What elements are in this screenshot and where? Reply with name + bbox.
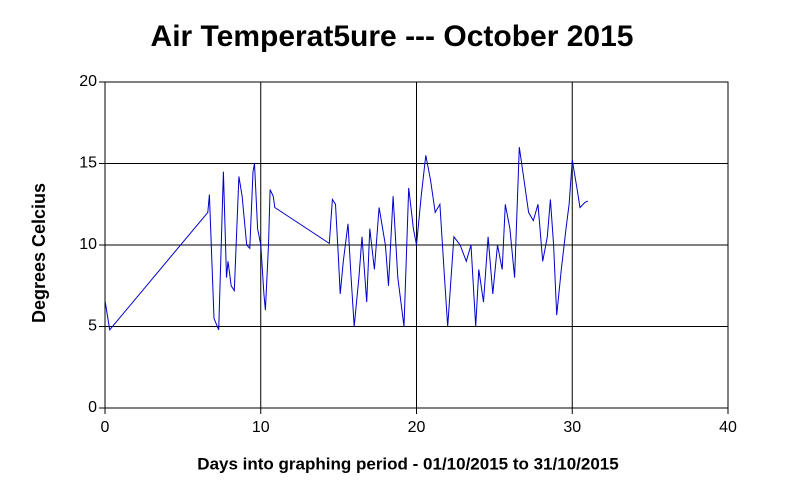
y-tick-label: 5	[88, 318, 97, 335]
chart-title: Air Temperat5ure --- October 2015	[151, 20, 634, 53]
y-tick-label: 0	[88, 399, 97, 416]
x-tick-label: 10	[252, 419, 270, 436]
data-line	[104, 147, 589, 331]
y-tick-label: 20	[79, 73, 97, 90]
y-tick-label: 15	[79, 155, 97, 172]
x-tick-label: 20	[408, 419, 426, 436]
x-axis-label: Days into graphing period - 01/10/2015 t…	[197, 454, 618, 473]
y-axis-label: Degrees Celcius	[29, 183, 49, 323]
x-tick-label: 30	[563, 419, 581, 436]
x-tick-label: 0	[101, 419, 110, 436]
y-tick-label: 10	[79, 236, 97, 253]
x-tick-label: 40	[719, 419, 737, 436]
